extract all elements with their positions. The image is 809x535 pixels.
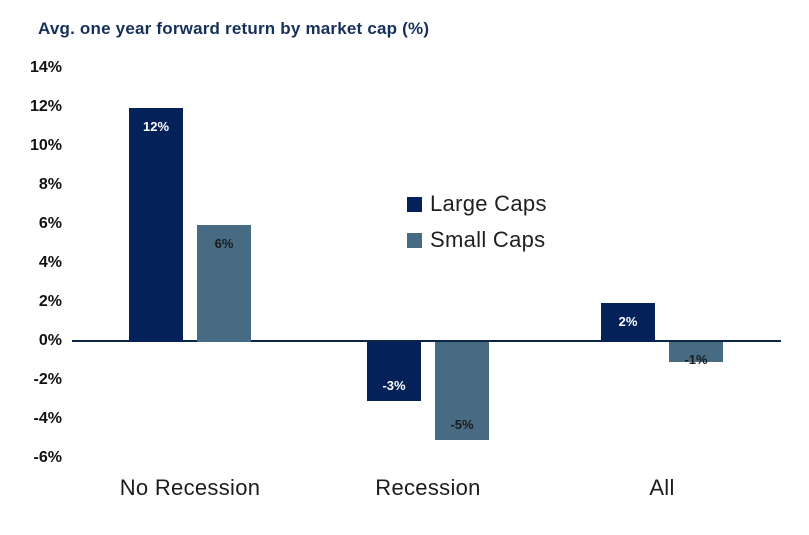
- bar-small-caps-recession: -5%: [435, 342, 489, 440]
- bar-large-caps-no-recession: 12%: [129, 108, 183, 342]
- legend-item-large-caps: Large Caps: [407, 186, 547, 222]
- bar-value-label: 12%: [142, 119, 170, 134]
- bar-small-caps-all: -1%: [669, 342, 723, 367]
- legend: Large Caps Small Caps: [407, 186, 547, 258]
- bar-value-label: -5%: [450, 416, 474, 432]
- bar-value-label: 2%: [618, 314, 638, 329]
- x-category-label-all: All: [649, 475, 675, 500]
- legend-label: Large Caps: [430, 191, 547, 216]
- legend-item-small-caps: Small Caps: [407, 222, 547, 258]
- bar-large-caps-recession: -3%: [367, 342, 421, 401]
- y-tick-label: -4%: [33, 410, 62, 427]
- y-tick-label: 10%: [29, 137, 62, 154]
- y-tick-label: 8%: [38, 176, 62, 193]
- chart-title: Avg. one year forward return by market c…: [38, 19, 430, 38]
- x-category-label-no-recession: No Recession: [119, 475, 261, 500]
- y-tick-label: 4%: [38, 254, 62, 271]
- y-tick-label: 0%: [38, 332, 62, 349]
- bar-value-label: 6%: [214, 236, 234, 251]
- x-category-label-recession: Recession: [375, 475, 481, 500]
- y-tick-label: -2%: [33, 371, 62, 388]
- y-tick-label: -6%: [33, 449, 62, 466]
- zero-axis-line: [72, 340, 781, 342]
- legend-swatch-small-caps: [407, 232, 422, 248]
- bar-large-caps-all: 2%: [601, 303, 655, 342]
- y-tick-label: 6%: [38, 215, 62, 232]
- bar-small-caps-no-recession: 6%: [197, 225, 251, 342]
- y-tick-label: 14%: [29, 59, 62, 76]
- y-tick-label: 2%: [38, 293, 62, 310]
- bar-value-label: -3%: [382, 377, 406, 393]
- bar-value-label: -1%: [684, 351, 708, 367]
- legend-label: Small Caps: [430, 227, 546, 252]
- y-tick-label: 12%: [29, 98, 62, 115]
- legend-swatch-large-caps: [407, 196, 422, 212]
